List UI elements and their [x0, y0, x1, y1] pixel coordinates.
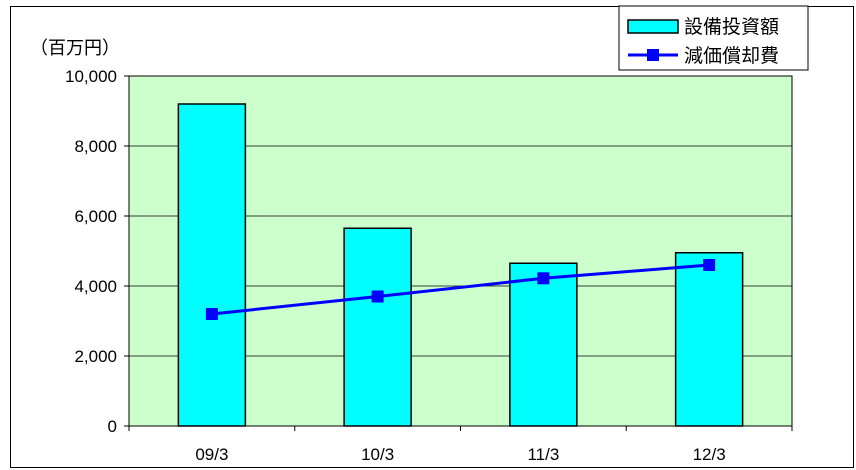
line-series	[205, 259, 716, 320]
legend-label-bar: 設備投資額	[684, 16, 779, 38]
y-tick-label: 8,000	[74, 137, 117, 156]
bar-09/3	[177, 103, 247, 427]
x-tick-label: 10/3	[361, 445, 394, 464]
y-tick-label: 4,000	[74, 277, 117, 296]
line-point-10/3	[371, 290, 384, 303]
legend-label-line: 減価償却費	[684, 45, 779, 67]
line-point-12/3	[703, 259, 716, 271]
y-axis-ticks: 0 2,000 4,000 6,000 8,000 10,000	[65, 67, 129, 436]
bar-10/3	[343, 227, 412, 427]
x-tick-label: 09/3	[195, 445, 228, 464]
legend-swatch-marker	[647, 49, 659, 61]
depreciation-line	[211, 263, 710, 316]
bar-11/3	[509, 262, 578, 427]
x-tick-label: 12/3	[693, 445, 726, 464]
bars	[177, 103, 744, 427]
line-point-11/3	[537, 272, 550, 285]
y-tick-label: 0	[108, 417, 117, 436]
y-tick-label: 6,000	[74, 207, 117, 226]
bar-12/3	[674, 252, 744, 427]
x-axis-ticks: 09/3 10/3 11/3 12/3	[128, 426, 793, 464]
legend-swatch-bar	[627, 19, 679, 34]
y-tick-label: 2,000	[74, 347, 117, 366]
line-point-09/3	[205, 308, 218, 320]
unit-label: （百万円）	[30, 38, 120, 58]
x-tick-label: 11/3	[527, 445, 559, 464]
y-tick-label: 10,000	[65, 67, 117, 86]
